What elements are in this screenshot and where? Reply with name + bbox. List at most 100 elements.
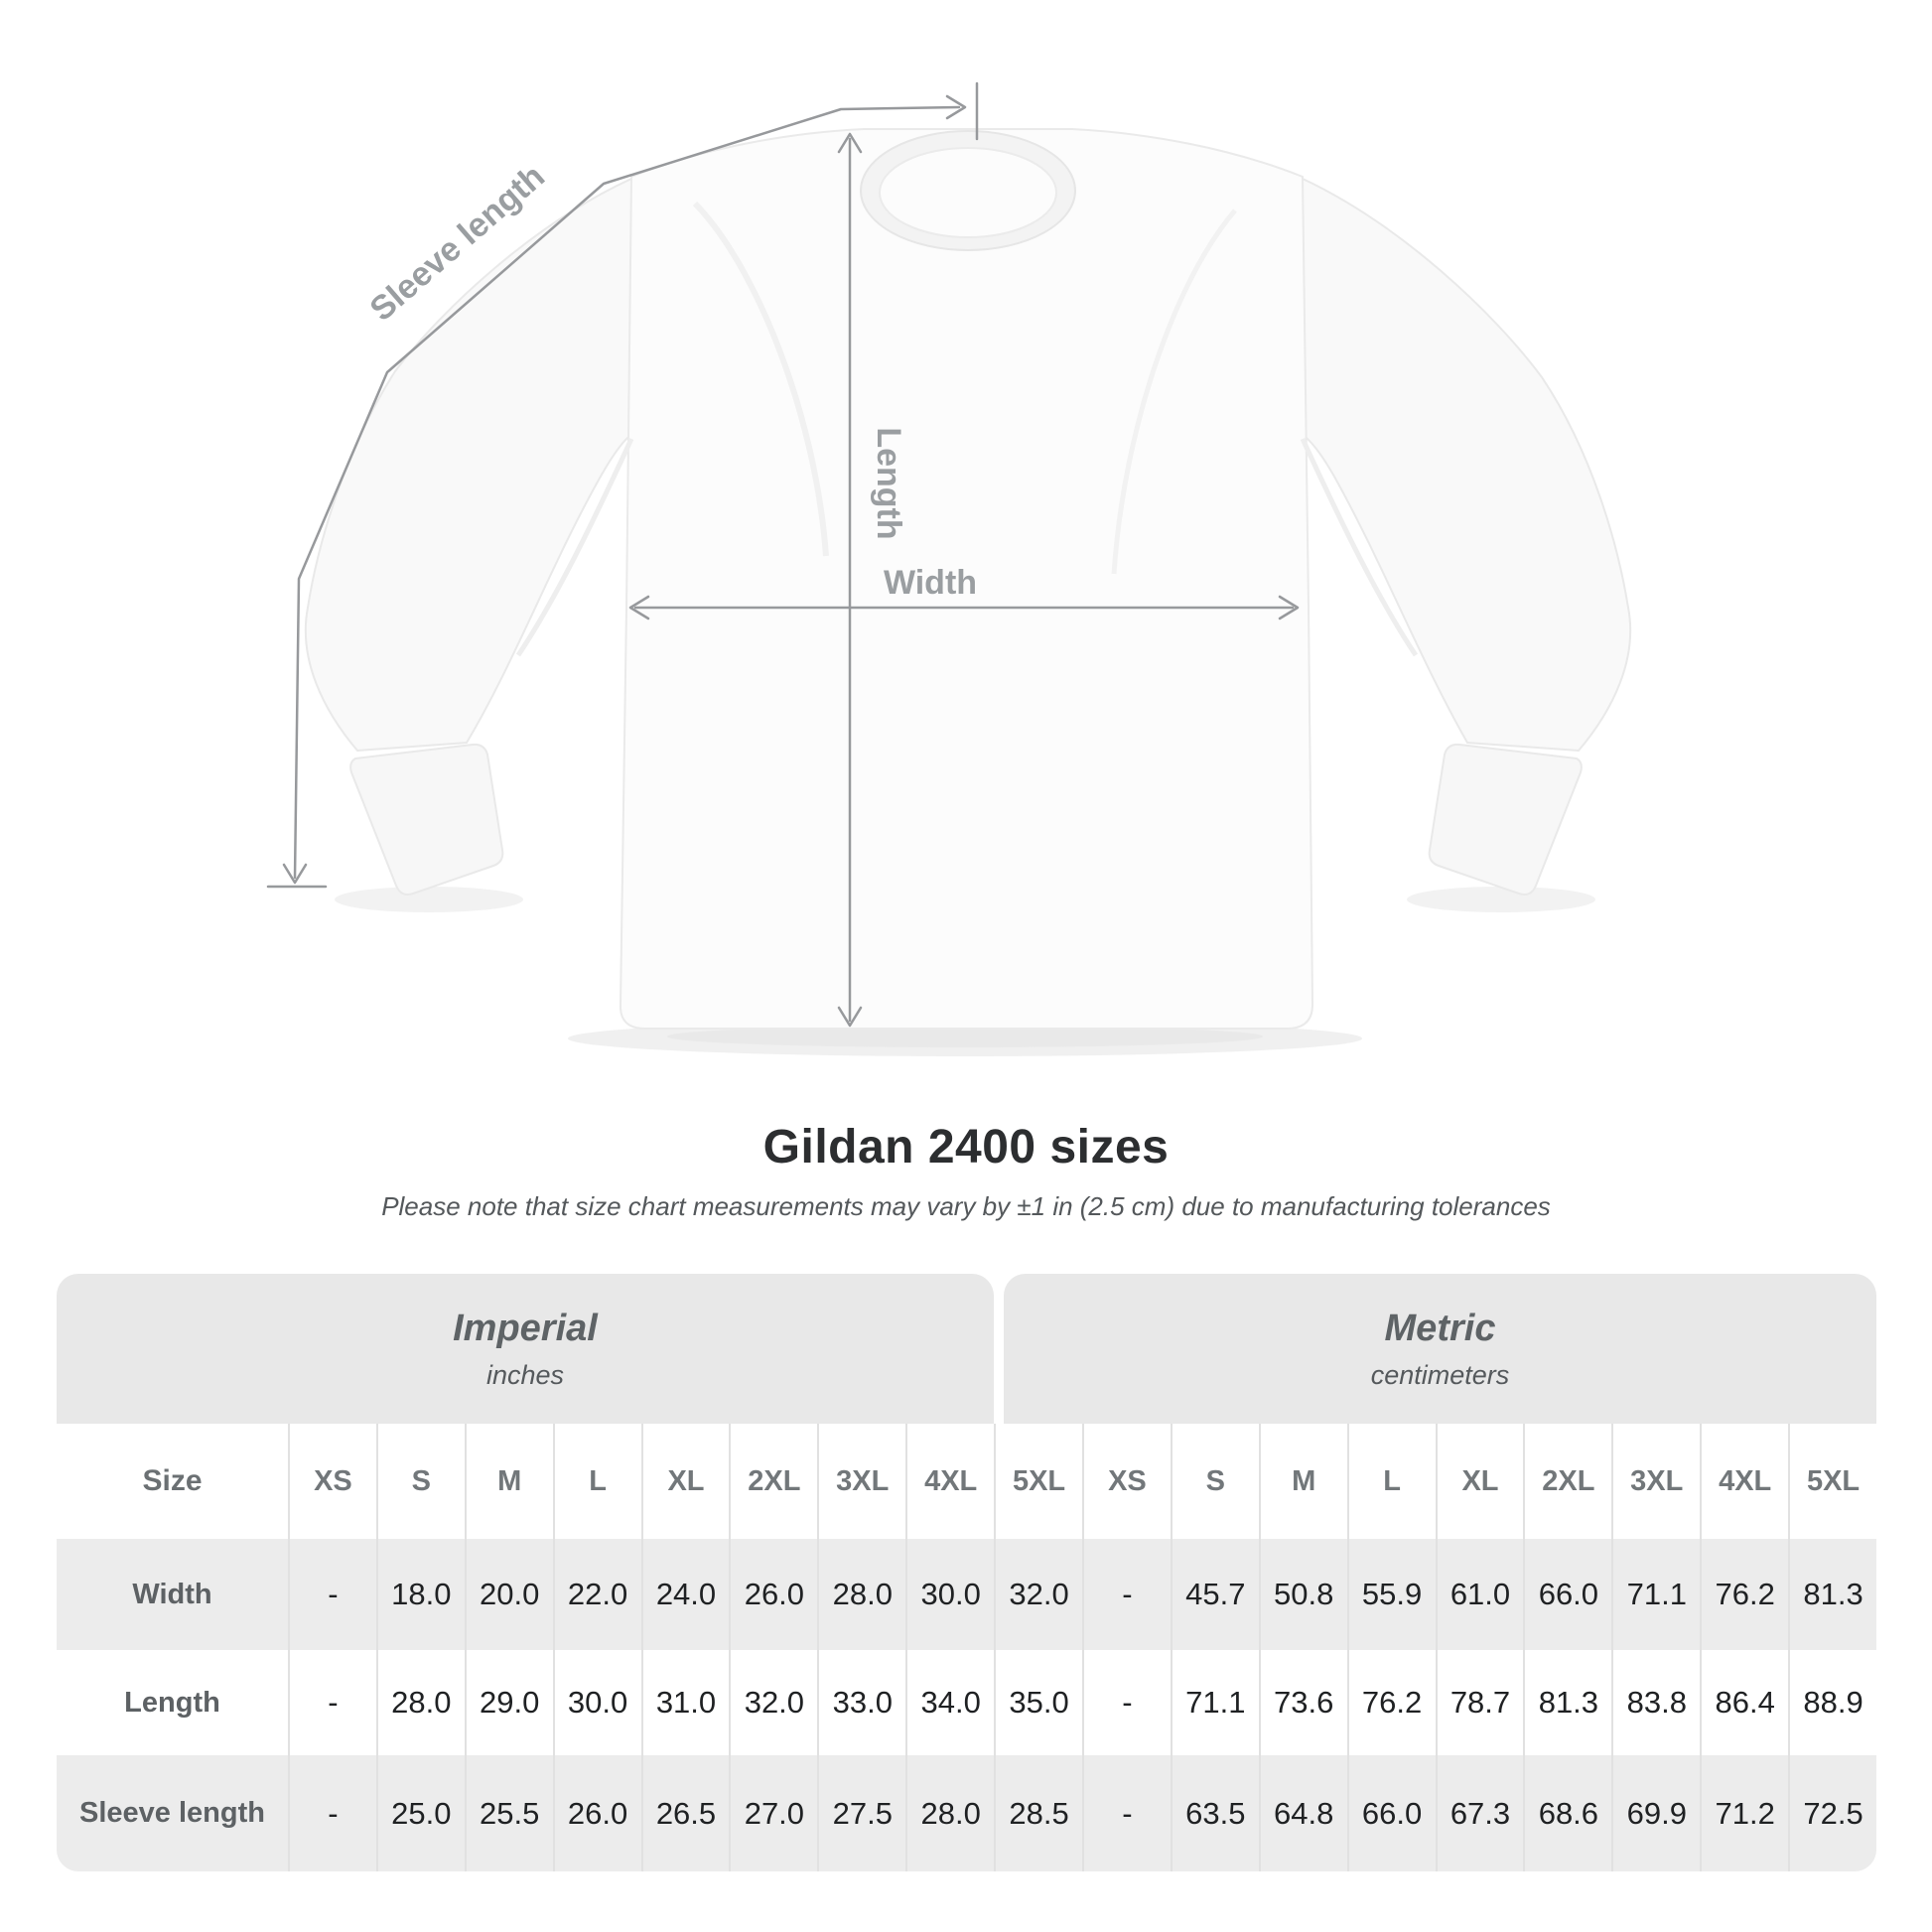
- size-header-row: Size XS S M L XL 2XL 3XL 4XL 5XL XS S M L XL 2XL 3XL 4XL…: [57, 1424, 1876, 1539]
- measurement-cell: 78.7: [1435, 1650, 1524, 1755]
- measurement-cell: 66.0: [1523, 1539, 1611, 1650]
- metric-band: Metric centimeters: [1004, 1274, 1876, 1424]
- measurement-cell: 71.2: [1700, 1755, 1788, 1871]
- row-label-width: Width: [132, 1578, 212, 1610]
- row-label-sleeve-length: Sleeve length: [79, 1797, 265, 1829]
- size-column-header: XL: [1435, 1424, 1524, 1539]
- size-column-header: S: [1170, 1424, 1259, 1539]
- fold-line: [692, 201, 829, 557]
- imperial-unit: inches: [485, 1359, 565, 1390]
- measurement-cell: 71.1: [1611, 1539, 1700, 1650]
- length-arrowhead-down-icon: [837, 1006, 863, 1028]
- measurement-cell: 28.0: [905, 1755, 994, 1871]
- size-column-header: M: [464, 1424, 553, 1539]
- measurement-cell: -: [1081, 1755, 1171, 1871]
- measurement-cell: -: [288, 1755, 376, 1871]
- tolerance-note: Please note that size chart measurements…: [381, 1191, 1551, 1221]
- width-arrowhead-left-icon: [628, 595, 650, 621]
- shirt-illustration: [304, 128, 1632, 1056]
- measurement-cell: 26.0: [552, 1755, 641, 1871]
- measurement-cell: 20.0: [464, 1539, 553, 1650]
- measurement-cell: 83.8: [1611, 1650, 1700, 1755]
- sleeve-arrowhead-down-icon: [282, 863, 308, 885]
- measurement-cell: 34.0: [905, 1650, 994, 1755]
- sleeve-length-line: [293, 105, 961, 880]
- measurement-cell: -: [1081, 1539, 1171, 1650]
- measurement-cell: -: [288, 1539, 376, 1650]
- size-column-header: 5XL: [994, 1424, 1082, 1539]
- measurement-cell: 25.0: [375, 1755, 465, 1871]
- measurement-cell: 24.0: [640, 1539, 730, 1650]
- measurement-cell: -: [1081, 1650, 1171, 1755]
- right-cuff: [1428, 743, 1583, 896]
- size-column-header: XS: [288, 1424, 376, 1539]
- shirt-body: [619, 128, 1314, 1030]
- size-column-header: 3XL: [1611, 1424, 1700, 1539]
- measurement-cell: 29.0: [464, 1650, 553, 1755]
- measurement-cell: 76.2: [1346, 1650, 1436, 1755]
- size-column-header: M: [1258, 1424, 1347, 1539]
- width-arrowhead-right-icon: [1278, 595, 1300, 621]
- measurement-cell: 28.5: [994, 1755, 1082, 1871]
- width-label: Width: [884, 564, 977, 602]
- right-cuff-shadow: [1407, 887, 1595, 912]
- measurement-cell: 63.5: [1170, 1755, 1259, 1871]
- size-column-header: XS: [1081, 1424, 1171, 1539]
- measurement-cell: 32.0: [729, 1650, 817, 1755]
- chart-header: Gildan 2400 sizes Please note that size …: [0, 1120, 1932, 1222]
- size-column-header: XL: [640, 1424, 730, 1539]
- left-cuff: [349, 743, 504, 896]
- measurement-cell: 76.2: [1700, 1539, 1788, 1650]
- size-column-header: 2XL: [729, 1424, 817, 1539]
- left-sleeve: [304, 177, 635, 753]
- shirt-measurement-diagram: Width Length Sleeve length: [266, 81, 1632, 1056]
- measurement-cell: 45.7: [1170, 1539, 1259, 1650]
- measurement-cell: 86.4: [1700, 1650, 1788, 1755]
- measurement-cell: 35.0: [994, 1650, 1082, 1755]
- measurement-cell: 22.0: [552, 1539, 641, 1650]
- metric-label: Metric: [1384, 1307, 1496, 1349]
- row-label-length: Length: [124, 1686, 220, 1719]
- measurement-cell: 68.6: [1523, 1755, 1611, 1871]
- measurement-cell: 26.0: [729, 1539, 817, 1650]
- length-arrowhead-up-icon: [837, 132, 863, 154]
- measurement-cell: 81.3: [1788, 1539, 1876, 1650]
- measurement-cell: 28.0: [375, 1650, 465, 1755]
- measurement-cell: 81.3: [1523, 1650, 1611, 1755]
- size-column-header: 5XL: [1788, 1424, 1876, 1539]
- size-column-header: L: [1346, 1424, 1436, 1539]
- measurement-cell: 61.0: [1435, 1539, 1524, 1650]
- hem-shadow-core: [667, 1026, 1263, 1047]
- measurement-cell: 26.5: [640, 1755, 730, 1871]
- size-column-header: Size: [142, 1464, 203, 1497]
- table-row-length: Length -28.0 29.0 30.0 31.0 32.0 33.0 34.0 35.0…: [57, 1650, 1876, 1755]
- table-row-sleeve-length: Sleeve length -25.0 25.5 26.0 26.5 27.0 27.5 2…: [57, 1755, 1876, 1871]
- measurement-cell: 64.8: [1258, 1755, 1347, 1871]
- measurement-cell: 73.6: [1258, 1650, 1347, 1755]
- measurement-cell: -: [288, 1650, 376, 1755]
- size-column-header: 4XL: [1700, 1424, 1788, 1539]
- measurement-cell: 50.8: [1258, 1539, 1347, 1650]
- fold-line: [1111, 208, 1237, 575]
- measurement-cell: 71.1: [1170, 1650, 1259, 1755]
- band-gap: [994, 1274, 1004, 1424]
- measurement-cell: 27.5: [817, 1755, 905, 1871]
- page-title: Gildan 2400 sizes: [762, 1121, 1170, 1173]
- length-label: Length: [870, 427, 907, 539]
- imperial-band: Imperial inches: [57, 1274, 994, 1424]
- measurement-annotations: [266, 81, 1300, 1028]
- size-column-header: S: [375, 1424, 465, 1539]
- left-cuff-shadow: [335, 887, 523, 912]
- measurement-cell: 72.5: [1788, 1755, 1876, 1871]
- fold-line: [515, 437, 634, 657]
- sleeve-arrowhead-right-icon: [945, 94, 967, 120]
- measurement-cell: 27.0: [729, 1755, 817, 1871]
- measurement-cell: 32.0: [994, 1539, 1082, 1650]
- measurement-cell: 88.9: [1788, 1650, 1876, 1755]
- right-sleeve: [1299, 177, 1632, 753]
- size-column-header: 3XL: [817, 1424, 905, 1539]
- measurement-cell: 66.0: [1346, 1755, 1436, 1871]
- measurement-cell: 31.0: [640, 1650, 730, 1755]
- size-column-header: L: [552, 1424, 641, 1539]
